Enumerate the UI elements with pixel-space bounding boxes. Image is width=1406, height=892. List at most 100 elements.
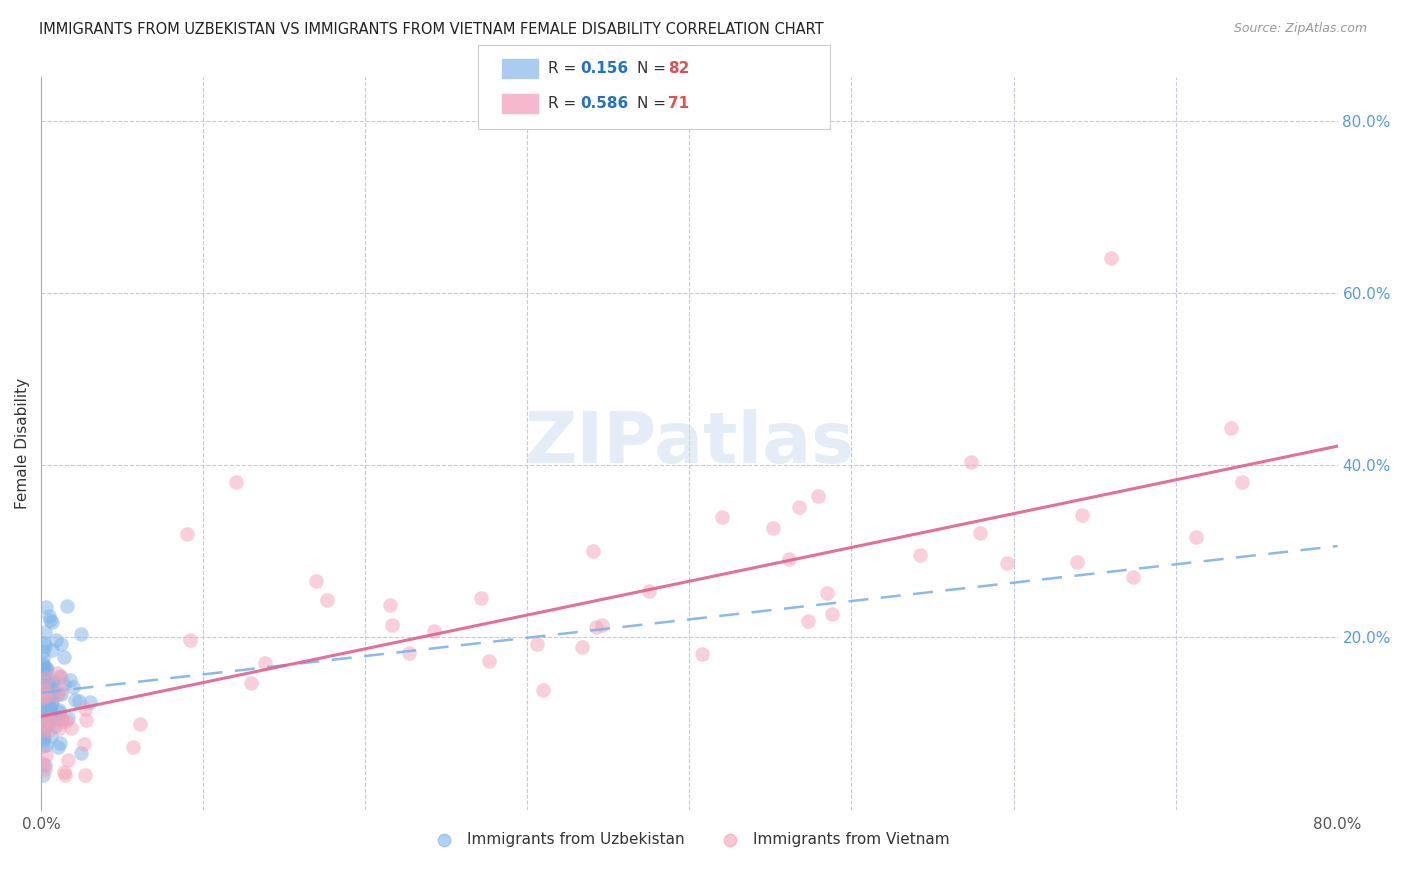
Point <box>31 693 53 707</box>
Point <box>31 691 53 706</box>
Point <box>49 736 72 750</box>
Point <box>582 543 605 558</box>
Point <box>38 682 60 697</box>
Point <box>46 687 69 701</box>
Point <box>55 599 77 613</box>
Point <box>32 657 55 671</box>
Point <box>63 693 86 707</box>
Point <box>49 669 72 683</box>
Point <box>380 598 402 612</box>
Point <box>807 489 830 503</box>
Point <box>34 664 56 678</box>
Point <box>225 475 247 490</box>
Point <box>797 614 820 628</box>
Point <box>31 684 53 698</box>
Point <box>1122 570 1144 584</box>
Point <box>762 520 785 534</box>
Point <box>34 639 56 653</box>
Point <box>32 690 55 705</box>
Point <box>38 714 60 728</box>
Point <box>316 593 339 607</box>
Point <box>470 591 492 605</box>
Point <box>35 738 58 752</box>
Point <box>39 706 62 721</box>
Text: 82: 82 <box>668 62 689 76</box>
Point <box>38 703 60 717</box>
Point <box>31 727 53 741</box>
Point <box>821 607 844 621</box>
Point <box>70 627 93 641</box>
Point <box>67 694 90 708</box>
Point <box>34 762 56 776</box>
Point <box>44 709 66 723</box>
Point <box>58 711 80 725</box>
Point <box>44 719 66 733</box>
Text: ZIPatlas: ZIPatlas <box>524 409 855 478</box>
Point <box>34 683 56 698</box>
Point <box>37 686 59 700</box>
Point <box>69 747 91 761</box>
Point <box>53 768 76 782</box>
Point <box>38 698 60 713</box>
Point <box>1066 555 1088 569</box>
Text: R =: R = <box>548 62 582 76</box>
Point <box>778 551 800 566</box>
Point <box>52 650 75 665</box>
Point <box>35 600 58 615</box>
Point <box>72 737 94 751</box>
Point <box>34 680 56 694</box>
Point <box>75 713 97 727</box>
Point <box>41 729 63 743</box>
Point <box>38 712 60 726</box>
Point <box>32 723 55 737</box>
Point <box>31 678 53 692</box>
Point <box>31 651 53 665</box>
Point <box>48 721 70 735</box>
Point <box>531 683 554 698</box>
Point <box>179 632 201 647</box>
Point <box>959 455 981 469</box>
Point <box>39 680 62 694</box>
Text: IMMIGRANTS FROM UZBEKISTAN VS IMMIGRANTS FROM VIETNAM FEMALE DISABILITY CORRELAT: IMMIGRANTS FROM UZBEKISTAN VS IMMIGRANTS… <box>39 22 824 37</box>
Point <box>34 669 56 683</box>
Point <box>304 574 326 589</box>
Point <box>42 673 65 688</box>
Point <box>34 758 56 772</box>
Point <box>585 620 607 634</box>
Point <box>52 677 75 691</box>
Point <box>41 696 63 710</box>
Point <box>79 695 101 709</box>
Point <box>128 717 150 731</box>
Text: Source: ZipAtlas.com: Source: ZipAtlas.com <box>1233 22 1367 36</box>
Point <box>35 662 58 676</box>
Point <box>34 695 56 709</box>
Point <box>31 687 53 701</box>
Point <box>1071 508 1094 522</box>
Point <box>35 661 58 675</box>
Point <box>75 702 97 716</box>
Point <box>34 687 56 701</box>
Point <box>31 756 53 771</box>
Point <box>35 707 58 722</box>
Point <box>31 673 53 687</box>
Y-axis label: Female Disability: Female Disability <box>15 378 30 509</box>
Text: R =: R = <box>548 96 582 111</box>
Point <box>38 677 60 691</box>
Point <box>46 739 69 754</box>
Point <box>969 526 991 541</box>
Point <box>815 586 838 600</box>
Point <box>253 657 276 671</box>
Point <box>41 695 63 709</box>
Point <box>787 500 810 514</box>
Point <box>41 684 63 698</box>
Point <box>51 687 73 701</box>
Point <box>48 706 70 720</box>
Point <box>638 583 661 598</box>
Point <box>31 714 53 729</box>
Point <box>53 765 76 780</box>
Point <box>49 669 72 683</box>
Point <box>41 615 63 629</box>
Text: 71: 71 <box>668 96 689 111</box>
Point <box>38 723 60 737</box>
Point <box>478 655 501 669</box>
